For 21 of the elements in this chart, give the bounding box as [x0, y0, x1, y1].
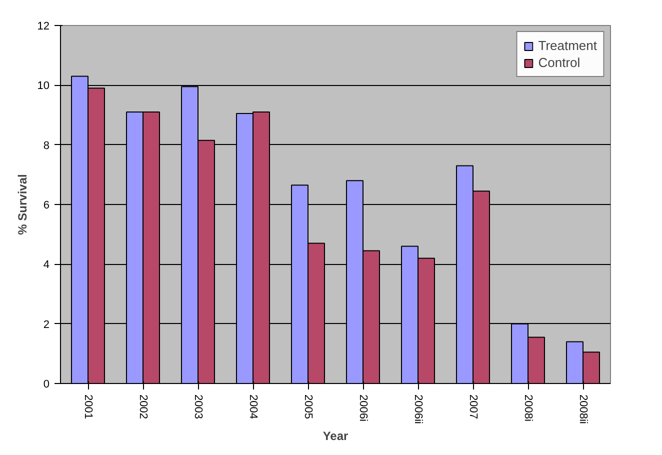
- x-tick-label: 2001: [82, 394, 94, 419]
- y-axis-title: % Survival: [15, 174, 30, 235]
- x-tick-label: 2002: [137, 394, 149, 419]
- x-tick-label: 2008i: [522, 394, 534, 422]
- x-tick-label: 2006ii: [412, 394, 424, 424]
- x-tick-label: 2008ii: [577, 394, 589, 424]
- y-tick-label: 8: [43, 140, 50, 152]
- y-tick-label: 2: [43, 318, 50, 331]
- y-tick-label: 12: [37, 20, 50, 32]
- legend-label: Control: [538, 55, 580, 70]
- y-tick-label: 10: [37, 80, 50, 92]
- x-tick-label: 2004: [247, 394, 259, 419]
- x-tick-label: 2006i: [357, 394, 369, 422]
- x-tick-label: 2005: [302, 394, 314, 419]
- y-tick-label: 0: [43, 378, 50, 390]
- x-axis-title: Year: [322, 428, 349, 443]
- x-tick-label: 2007: [467, 394, 479, 419]
- legend-label: Treatment: [538, 38, 597, 53]
- x-tick-label: 2003: [192, 394, 204, 419]
- y-tick-label: 4: [43, 259, 50, 272]
- y-tick-label: 6: [43, 200, 50, 212]
